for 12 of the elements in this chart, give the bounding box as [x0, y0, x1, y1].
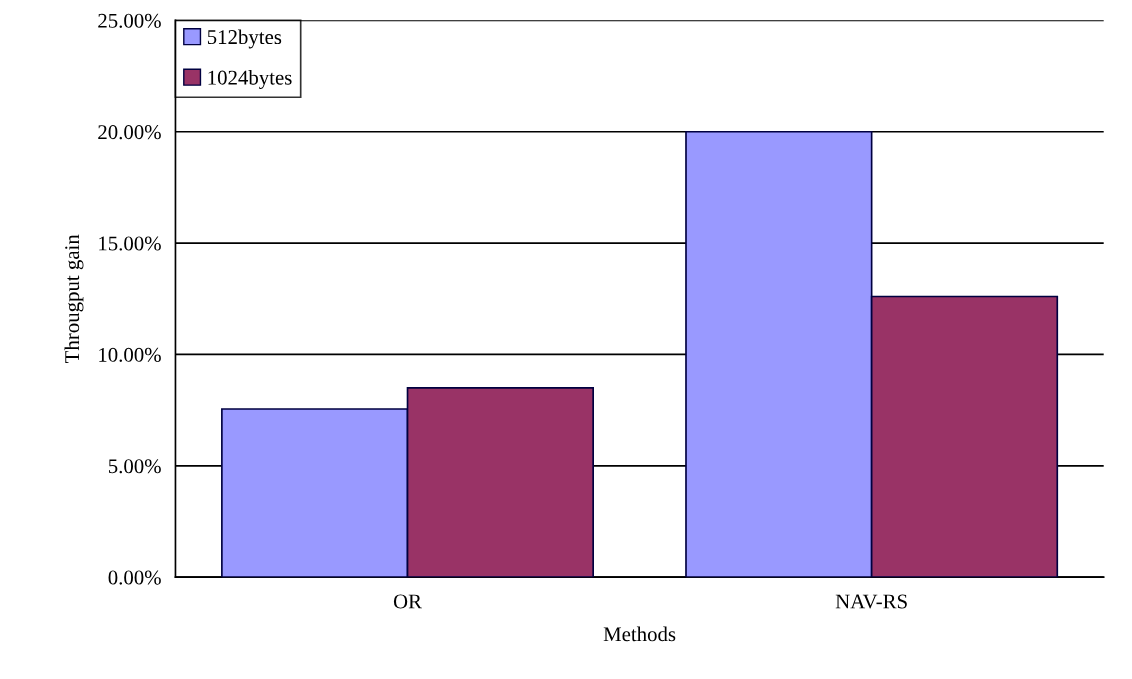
y-axis-title: Througput gain — [64, 234, 84, 363]
x-tick-label: NAV-RS — [835, 594, 907, 609]
x-axis-title: Methods — [603, 626, 676, 642]
y-tick-label: 5.00% — [108, 459, 161, 474]
y-tick-label: 25.00% — [98, 13, 161, 28]
y-tick-label: 10.00% — [99, 347, 161, 362]
legend-label: 512bytes — [207, 29, 282, 49]
y-tick-label: 0.00% — [108, 570, 161, 585]
y-tick-label: 20.00% — [98, 125, 161, 140]
x-tick-label: OR — [393, 594, 422, 609]
legend-label: 1024bytes — [208, 69, 292, 89]
y-tick-label: 15.00% — [99, 236, 161, 251]
